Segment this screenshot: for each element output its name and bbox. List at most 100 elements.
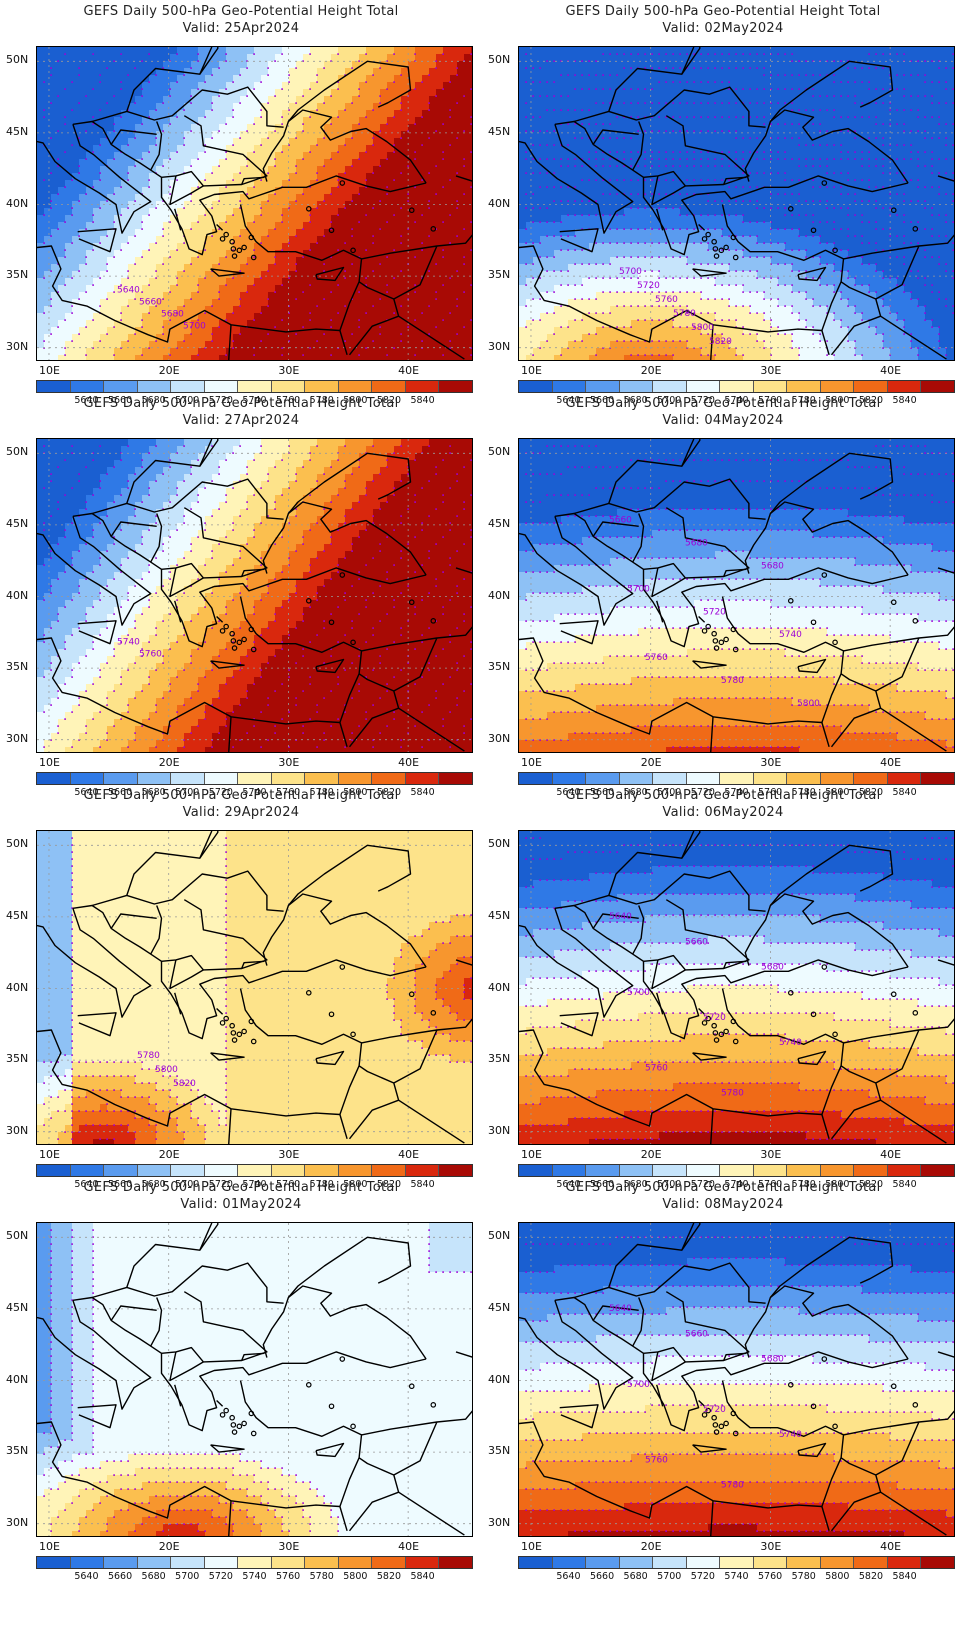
latitude-label: 45N (6, 517, 34, 530)
colorbar-swatch (338, 381, 373, 392)
colorbar-swatch (552, 1557, 587, 1568)
contour-label: 5700 (619, 267, 642, 277)
forecast-panel: GEFS Daily 500-hPa Geo-Potential Height … (482, 784, 964, 1194)
colorbar-swatch (238, 773, 272, 784)
contour-label: 5740 (779, 1038, 802, 1048)
colorbar-swatch (271, 1557, 306, 1568)
colorbar-label: 5660 (590, 787, 614, 798)
colorbar-swatch (439, 381, 472, 392)
contour-label: 5700 (627, 584, 650, 594)
colorbar-swatch (720, 381, 754, 392)
colorbar-swatch (37, 1557, 71, 1568)
colorbar-swatch (238, 1165, 272, 1176)
colorbar-swatch (921, 773, 954, 784)
longitude-label: 40E (880, 1148, 901, 1161)
colorbar-swatch (921, 1557, 954, 1568)
colorbar-label: 5780 (792, 395, 816, 406)
latitude-label: 40N (6, 1373, 34, 1386)
colorbar-swatch (619, 773, 654, 784)
colorbar-swatch (519, 381, 553, 392)
panel-title: GEFS Daily 500-hPa Geo-Potential Height … (482, 788, 964, 804)
colorbar-swatch (854, 1557, 888, 1568)
colorbar-swatch (653, 773, 687, 784)
colorbar-label: 5780 (792, 1571, 816, 1582)
contour-label: 5640 (609, 912, 632, 922)
forecast-panel: GEFS Daily 500-hPa Geo-Potential Height … (0, 0, 482, 410)
longitude-label: 10E (521, 364, 542, 377)
latitude-label: 50N (6, 445, 34, 458)
colorbar-label: 5780 (310, 787, 334, 798)
colorbar-label: 5820 (377, 1179, 401, 1190)
colorbar-swatch (405, 1165, 440, 1176)
contour-label: 5820 (173, 1079, 196, 1089)
colorbar-label: 5800 (343, 787, 367, 798)
colorbar-label: 5680 (142, 395, 166, 406)
colorbar-label: 5680 (142, 1571, 166, 1582)
latitude-label: 35N (6, 1444, 34, 1457)
colorbar-label: 5820 (859, 1179, 883, 1190)
colorbar-label: 5640 (556, 1571, 580, 1582)
contour-label: 5680 (761, 1355, 784, 1365)
colorbar-label: 5640 (556, 395, 580, 406)
colorbar-swatch (619, 1557, 654, 1568)
colorbar-swatch (372, 1557, 406, 1568)
colorbar-label: 5680 (142, 787, 166, 798)
latitude-label: 35N (6, 660, 34, 673)
colorbar-label: 5800 (825, 787, 849, 798)
colorbar-swatch (204, 381, 239, 392)
latitude-label: 35N (488, 268, 516, 281)
contour-label: 5660 (139, 298, 162, 308)
latitude-label: 45N (6, 1301, 34, 1314)
latitude-label: 45N (488, 1301, 516, 1314)
colorbar-swatch (552, 773, 587, 784)
colorbar (518, 380, 955, 393)
latitude-label: 35N (6, 268, 34, 281)
latitude-label: 45N (488, 909, 516, 922)
longitude-label: 20E (159, 364, 180, 377)
colorbar-swatch (439, 1165, 472, 1176)
contour-label: 5720 (703, 1405, 726, 1415)
longitude-label: 20E (641, 364, 662, 377)
contour-label: 5800 (155, 1065, 178, 1075)
longitude-label: 40E (398, 1148, 419, 1161)
colorbar-swatch (720, 1557, 754, 1568)
contour-label: 5720 (637, 281, 660, 291)
colorbar (518, 1164, 955, 1177)
geopotential-map: 5640 5660 5680 5700 5720 5740 5760 5780 (518, 830, 955, 1145)
colorbar-label: 5680 (624, 1571, 648, 1582)
colorbar-label: 5800 (343, 1571, 367, 1582)
colorbar-swatch (887, 1165, 922, 1176)
latitude-label: 40N (488, 589, 516, 602)
colorbar-label: 5760 (276, 1571, 300, 1582)
colorbar-swatch (820, 773, 855, 784)
longitude-label: 30E (278, 756, 299, 769)
longitude-label: 10E (39, 756, 60, 769)
colorbar-label: 5640 (556, 787, 580, 798)
colorbar-swatch (137, 381, 172, 392)
valid-date: Valid: 08May2024 (482, 1197, 964, 1213)
colorbar-label: 5740 (242, 1571, 266, 1582)
forecast-panel: GEFS Daily 500-hPa Geo-Potential Height … (482, 1176, 964, 1586)
latitude-label: 35N (6, 1052, 34, 1065)
geopotential-map: 5660 5680 5680 5700 5720 5740 5760 5780 5800 (518, 438, 955, 753)
colorbar-label: 5640 (74, 1571, 98, 1582)
colorbar-swatch (753, 1165, 788, 1176)
colorbar (36, 1164, 473, 1177)
colorbar-swatch (338, 773, 373, 784)
latitude-label: 35N (488, 1052, 516, 1065)
panel-title: GEFS Daily 500-hPa Geo-Potential Height … (482, 396, 964, 412)
contour-label: 5800 (691, 323, 714, 333)
latitude-label: 40N (488, 981, 516, 994)
colorbar-label: 5800 (825, 1179, 849, 1190)
contour-label: 5780 (721, 1089, 744, 1099)
colorbar-swatch (305, 1557, 339, 1568)
colorbar-label: 5720 (209, 395, 233, 406)
colorbar-swatch (70, 381, 105, 392)
colorbar-swatch (586, 773, 620, 784)
contour-label: 5780 (673, 309, 696, 319)
colorbar-swatch (787, 773, 821, 784)
contour-label: 5760 (645, 1455, 668, 1465)
longitude-label: 20E (159, 1148, 180, 1161)
geopotential-map: 5640 5660 5680 5700 (36, 46, 473, 361)
